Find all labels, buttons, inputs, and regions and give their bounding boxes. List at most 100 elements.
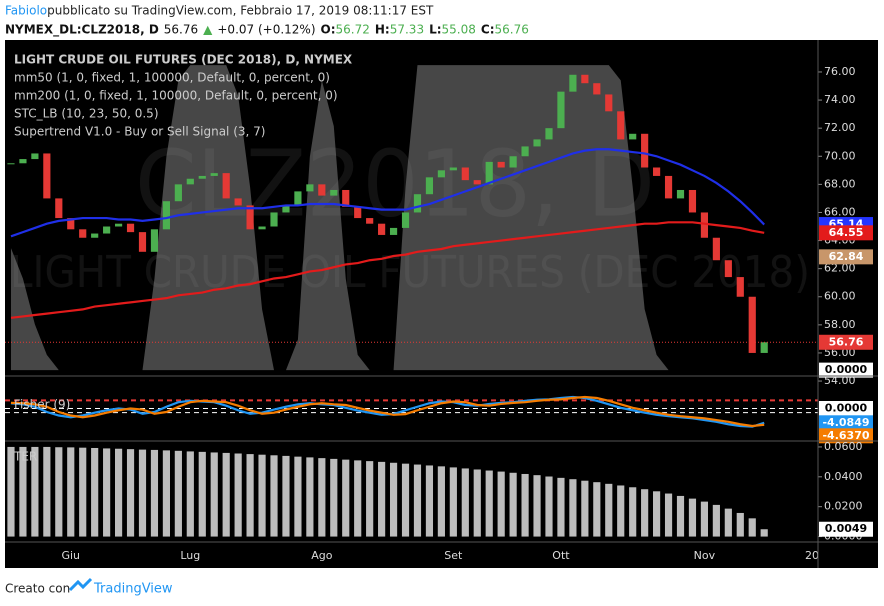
candle (31, 153, 39, 160)
ter-bar (617, 485, 625, 537)
axis-label: 62.84 (829, 250, 864, 263)
candle (378, 223, 386, 235)
candle (593, 83, 601, 95)
ter-bar (55, 447, 63, 537)
candle (497, 161, 505, 168)
footer-brand: TradingView (93, 582, 173, 597)
candle (342, 189, 350, 207)
candle (389, 227, 398, 235)
ter-bar (401, 463, 410, 537)
quote-text: C: (481, 23, 495, 37)
ter-bar (294, 456, 302, 537)
legend-entry: STC_LB (10, 23, 50, 0.5) (14, 107, 159, 121)
candle (354, 206, 362, 219)
ter-bar (198, 451, 206, 537)
ter-bar (688, 498, 697, 537)
ter-bar (437, 466, 445, 537)
quote-text: H: (375, 23, 390, 37)
candle (7, 163, 15, 165)
candle (521, 146, 529, 157)
axis-label-box (819, 415, 873, 431)
y-tick-label: 62.00 (824, 262, 856, 275)
candle (461, 167, 469, 181)
published: pubblicato su TradingView.com, Febbraio … (47, 4, 434, 18)
axis-label-box (819, 521, 873, 537)
candle (19, 159, 27, 164)
candle (748, 296, 756, 353)
ter-bar (449, 467, 457, 537)
candle (234, 198, 242, 206)
candle (138, 232, 147, 252)
line (10, 221, 765, 319)
candle (162, 201, 170, 230)
ter-bar (150, 449, 159, 537)
ter-bar (581, 480, 589, 537)
quote-text: 56.76 (495, 23, 529, 37)
axis-label-box (819, 249, 873, 265)
footer-text: Creato con (5, 582, 70, 596)
candle (688, 189, 697, 213)
candle (605, 94, 613, 112)
candle (222, 173, 230, 199)
quote-text: 55.08 (442, 23, 476, 37)
ter-bar (473, 469, 481, 537)
ter-bar (760, 529, 768, 537)
candle (55, 198, 63, 219)
ter-bar (521, 473, 529, 537)
ter-bar (497, 471, 505, 537)
line (10, 395, 765, 428)
legend-entry: mm200 (1, 0, fixed, 1, 100000, Default, … (14, 89, 338, 103)
candle (186, 178, 194, 185)
x-tick-label: Giu (61, 549, 80, 562)
axis-label-box (819, 362, 873, 378)
ter-bar (43, 446, 51, 537)
ter-bar (545, 476, 553, 537)
candle (533, 139, 541, 147)
quote-text: NYMEX_DL:CLZ2018, D (5, 23, 159, 38)
watermark: CLZ2018, D (135, 130, 655, 237)
ter-bar (138, 449, 147, 537)
x-tick-label: Ago (311, 549, 333, 562)
y-tick-label: 74.00 (824, 93, 856, 106)
line (10, 148, 765, 238)
candle (413, 194, 422, 213)
ter-bar (318, 458, 326, 537)
candle (653, 167, 661, 176)
pane-title: TER (13, 450, 37, 464)
quote-text: +0.07 (+0.12%) (217, 23, 315, 37)
ter-bar (676, 495, 685, 537)
ter-bar (126, 449, 135, 537)
candle (485, 161, 493, 185)
ter-bar (31, 446, 39, 537)
candle (676, 189, 685, 199)
legend-entry: Supertrend V1.0 - Buy or Sell Signal (3,… (14, 125, 265, 139)
footer-logo (68, 577, 93, 592)
candle (91, 233, 99, 238)
ter-bar (174, 450, 182, 537)
candle (210, 173, 218, 176)
axis-label-box (819, 401, 873, 416)
y-tick-label: 0.0400 (824, 470, 863, 483)
axis-label-box (819, 334, 873, 350)
y-tick-label: 66.00 (824, 205, 856, 218)
ter-bar (306, 457, 314, 537)
quote-text: 56.76 (164, 23, 198, 37)
y-tick-label: 0.0200 (824, 500, 863, 513)
x-tick-label: Nov (694, 549, 716, 562)
ter-bar (653, 491, 661, 537)
candle (509, 156, 517, 168)
ter-bar (425, 465, 434, 537)
ter-bar (593, 482, 601, 537)
ter-bar (736, 512, 744, 537)
ter-bar (366, 461, 374, 537)
ter-bar (389, 462, 398, 537)
ter-bar (413, 464, 422, 537)
candle (617, 111, 625, 140)
candle (425, 177, 434, 195)
x-tick-label: 20 (805, 549, 819, 562)
candle (557, 91, 565, 129)
ter-bar (270, 455, 278, 537)
logo (68, 577, 93, 592)
